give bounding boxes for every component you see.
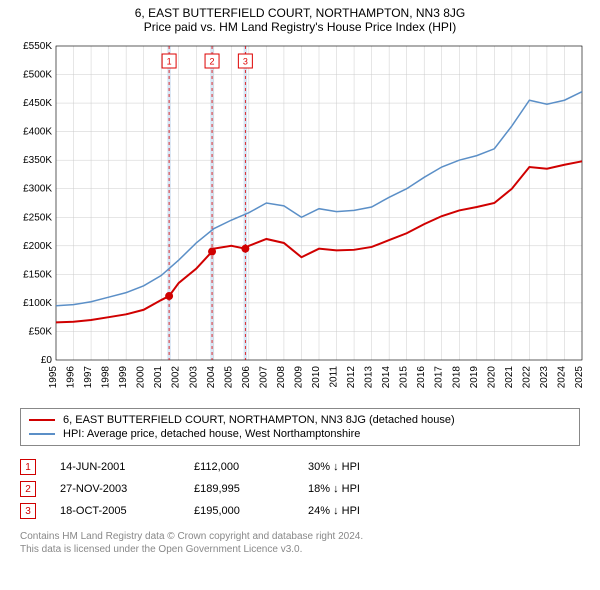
event-date: 18-OCT-2005 [60,505,170,517]
title-address: 6, EAST BUTTERFIELD COURT, NORTHAMPTON, … [10,6,590,20]
x-tick-label: 2019 [469,366,480,389]
x-tick-label: 1995 [48,366,59,389]
event-number: 1 [20,459,36,475]
event-hpi-delta: 30% ↓ HPI [308,461,360,473]
event-price: £112,000 [194,461,284,473]
event-hpi-delta: 24% ↓ HPI [308,505,360,517]
x-tick-label: 2022 [521,366,532,389]
x-tick-label: 2023 [539,366,550,389]
flag-number: 3 [243,57,248,67]
x-tick-label: 2005 [223,366,234,389]
event-date: 14-JUN-2001 [60,461,170,473]
x-tick-label: 2024 [556,366,567,389]
event-date: 27-NOV-2003 [60,483,170,495]
x-tick-label: 2016 [416,366,427,389]
y-tick-label: £200K [23,241,52,252]
event-row: 1 14-JUN-2001 £112,000 30% ↓ HPI [20,456,580,478]
x-tick-label: 2014 [381,366,392,389]
legend-swatch [29,419,55,421]
y-tick-label: £50K [29,326,53,337]
x-tick-label: 2000 [136,366,147,389]
x-tick-label: 2013 [364,366,375,389]
y-tick-label: £250K [23,212,52,223]
x-tick-label: 2025 [574,366,585,389]
x-tick-label: 2018 [451,366,462,389]
x-tick-label: 2017 [434,366,445,389]
event-number: 2 [20,481,36,497]
y-tick-label: £300K [23,184,52,195]
x-tick-label: 2009 [293,366,304,389]
legend-swatch [29,433,55,435]
event-row: 2 27-NOV-2003 £189,995 18% ↓ HPI [20,478,580,500]
x-tick-label: 2010 [311,366,322,389]
sale-marker [165,292,173,300]
x-tick-label: 1998 [101,366,112,389]
x-tick-label: 2011 [329,366,340,388]
legend-label: 6, EAST BUTTERFIELD COURT, NORTHAMPTON, … [63,414,455,426]
x-tick-label: 2020 [486,366,497,389]
footer-line: This data is licensed under the Open Gov… [20,543,580,556]
y-tick-label: £0 [41,355,53,366]
title-subtitle: Price paid vs. HM Land Registry's House … [10,20,590,34]
event-hpi-delta: 18% ↓ HPI [308,483,360,495]
x-tick-label: 1997 [83,366,94,389]
x-tick-label: 2001 [153,366,164,389]
x-tick-label: 2003 [188,366,199,389]
y-tick-label: £550K [23,41,52,52]
legend-row: HPI: Average price, detached house, West… [29,427,571,441]
event-row: 3 18-OCT-2005 £195,000 24% ↓ HPI [20,500,580,522]
y-tick-label: £400K [23,127,52,138]
y-tick-label: £100K [23,298,52,309]
price-chart: £0 £50K £100K £150K £200K £250K £300K £350K £400… [10,40,590,400]
x-tick-label: 2002 [171,366,182,389]
x-tick-label: 2008 [276,366,287,389]
legend-row: 6, EAST BUTTERFIELD COURT, NORTHAMPTON, … [29,413,571,427]
event-price: £189,995 [194,483,284,495]
y-tick-label: £350K [23,155,52,166]
event-price: £195,000 [194,505,284,517]
x-tick-label: 2006 [241,366,252,389]
y-tick-label: £150K [23,269,52,280]
x-tick-label: 2004 [206,366,217,389]
y-tick-label: £450K [23,98,52,109]
x-tick-label: 2021 [504,366,515,389]
sale-marker [208,248,216,256]
flag-number: 2 [210,57,215,67]
x-tick-label: 1996 [66,366,77,389]
event-table: 1 14-JUN-2001 £112,000 30% ↓ HPI 2 27-NOV-200… [20,456,580,522]
footer-line: Contains HM Land Registry data © Crown c… [20,530,580,543]
x-tick-label: 2015 [399,366,410,389]
legend: 6, EAST BUTTERFIELD COURT, NORTHAMPTON, … [20,408,580,446]
y-tick-label: £500K [23,70,52,81]
event-number: 3 [20,503,36,519]
x-tick-label: 2007 [258,366,269,389]
flag-number: 1 [167,57,172,67]
x-tick-label: 1999 [118,366,129,389]
footer-credits: Contains HM Land Registry data © Crown c… [20,530,580,556]
chart-area: £0 £50K £100K £150K £200K £250K £300K £350K £400… [10,40,590,400]
x-tick-label: 2012 [346,366,357,389]
sale-marker [241,245,249,253]
legend-label: HPI: Average price, detached house, West… [63,428,360,440]
